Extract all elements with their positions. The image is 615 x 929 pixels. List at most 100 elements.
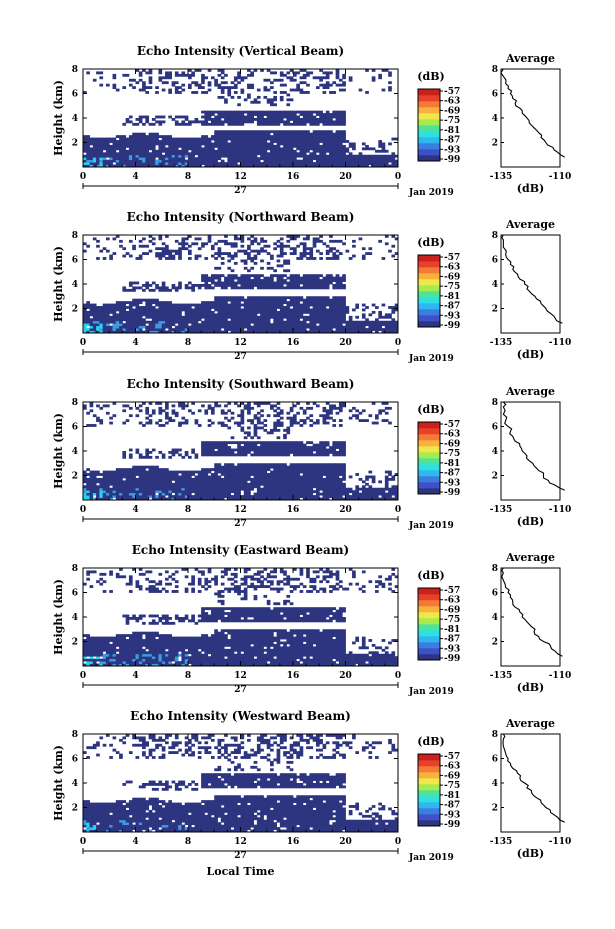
heatmap-cell [375,162,379,165]
heatmap-cell [391,323,396,327]
heatmap-cell [230,254,235,258]
heatmap-cell [256,301,261,304]
heatmap-cell [270,492,274,496]
heatmap-cell [188,86,192,89]
heatmap-cell [214,475,218,479]
heatmap-cell [119,318,123,322]
heatmap-cell [293,495,297,498]
heatmap-cell [138,473,143,476]
heatmap-cell [119,470,123,474]
heatmap-cell [99,162,104,165]
heatmap-cell [240,118,245,121]
heatmap-cell [299,310,304,314]
heatmap-cell [263,451,268,454]
heatmap-cell [322,320,327,324]
heatmap-cell [224,279,228,282]
heatmap-cell [273,328,277,331]
heatmap-cell [322,86,327,89]
heatmap-cell [214,135,218,138]
heatmap-cell [256,468,261,471]
heatmap-cell [309,308,314,312]
heatmap-cell [329,247,333,251]
heatmap-cell [155,159,159,163]
heatmap-cell [109,487,113,491]
heatmap-cell [247,137,251,141]
colorbar-swatch [418,95,440,102]
heatmap-cell [368,154,373,158]
heatmap-cell [155,164,159,168]
heatmap-cell [237,468,241,471]
heatmap-cell [250,298,255,302]
heatmap-cell [276,428,281,432]
heatmap-cell [96,330,100,334]
heatmap-cell [276,135,281,138]
heatmap-cell [263,159,268,163]
heatmap-cell [384,313,389,317]
heatmap-cell [102,495,107,498]
heatmap-cell [338,113,343,116]
heatmap-cell [286,487,291,491]
heatmap-cell [165,315,169,319]
heatmap-cell [207,118,212,121]
heatmap-cell [302,281,307,285]
heatmap-cell [191,137,195,141]
heatmap-cell [109,473,113,476]
heatmap-cell [293,446,297,449]
heatmap-cell [217,154,222,158]
heatmap-cell [188,144,192,148]
heatmap-cell [102,318,107,322]
heatmap-cell [102,330,107,334]
heatmap-cell [142,157,146,161]
heatmap-cell [279,247,284,251]
heatmap-cell [283,154,287,158]
heatmap-cell [112,164,117,168]
heatmap-cell [125,477,130,481]
heatmap-cell [237,404,241,408]
heatmap-cell [207,147,212,151]
heatmap-cell [184,162,189,165]
heatmap-cell [138,149,143,153]
heatmap-cell [250,328,255,331]
heatmap-cell [112,495,117,498]
heatmap-cell [138,310,143,314]
heatmap-cell [302,276,307,280]
heatmap-cell [283,296,287,300]
heatmap-cell [184,242,189,246]
heatmap-cell [283,463,287,467]
heatmap-cell [112,485,117,489]
heatmap-cell [158,325,163,329]
heatmap-cell [319,313,323,317]
heatmap-cell [240,164,245,168]
panel-0: Echo Intensity (Vertical Beam)2468Height… [52,44,571,198]
heatmap-cell [214,137,218,141]
heatmap-cell [158,140,163,143]
heatmap-cell [207,424,212,427]
heatmap-cell [155,455,159,459]
heatmap-cell [201,159,205,163]
heatmap-cell [263,296,268,300]
heatmap-cell [309,120,314,124]
heatmap-cell [181,404,186,408]
heatmap-cell [319,310,323,314]
heatmap-cell [220,284,225,287]
heatmap-cell [289,157,294,161]
heatmap-cell [296,315,300,319]
heatmap-cell [253,424,258,427]
heatmap-cell [224,113,228,116]
heatmap-cell [273,284,277,287]
heatmap-cell [138,157,143,161]
heatmap-cell [158,288,163,292]
heatmap-cell [309,118,314,121]
heatmap-cell [201,81,205,85]
heatmap-cell [145,308,150,312]
heatmap-cell [342,149,346,153]
heatmap-cell [210,149,215,153]
heatmap-cell [217,73,222,77]
heatmap-cell [230,485,235,489]
heatmap-cell [293,140,297,143]
heatmap-cell [220,487,225,491]
heatmap-cell [240,310,245,314]
heatmap-cell [306,252,310,255]
heatmap-cell [142,490,146,494]
heatmap-cell [122,495,127,498]
